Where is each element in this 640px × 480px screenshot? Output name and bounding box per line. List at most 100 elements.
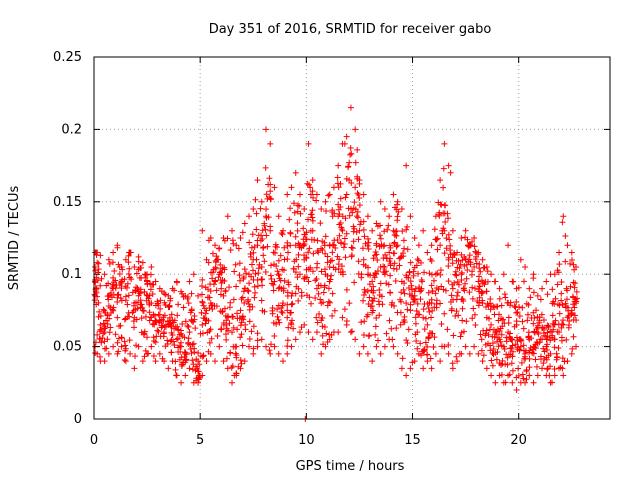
data-point (526, 364, 533, 371)
x-tick-label: 15 (404, 433, 421, 448)
data-point (381, 206, 388, 213)
data-point (520, 325, 527, 332)
data-point (415, 270, 422, 277)
data-point (307, 264, 314, 271)
data-point (184, 322, 191, 329)
data-point (184, 295, 191, 302)
data-point (218, 280, 225, 287)
data-point (360, 297, 367, 304)
data-point (279, 300, 286, 307)
data-point (477, 331, 484, 338)
data-point (458, 235, 465, 241)
data-point (234, 326, 241, 333)
data-point (301, 275, 308, 282)
data-point (459, 317, 466, 324)
data-point (246, 213, 253, 220)
data-point (488, 321, 495, 328)
data-point (373, 270, 380, 277)
data-point (242, 326, 249, 333)
data-point (190, 340, 197, 347)
data-point (394, 217, 401, 224)
data-point (233, 242, 240, 249)
data-point (152, 312, 159, 319)
data-point (298, 292, 305, 299)
data-point (167, 338, 174, 345)
data-point (429, 307, 436, 314)
data-point (424, 343, 431, 350)
data-point (399, 355, 406, 362)
data-point (352, 336, 359, 343)
data-point (266, 194, 273, 201)
axis-ticks (93, 56, 610, 420)
data-point (496, 360, 503, 367)
data-point (287, 242, 294, 249)
data-point (416, 311, 423, 318)
data-point (339, 227, 346, 234)
data-point (288, 301, 295, 308)
data-point (221, 264, 228, 271)
data-point (122, 358, 129, 365)
data-point (258, 232, 265, 239)
data-point (472, 321, 479, 328)
data-point (259, 282, 266, 289)
data-point (426, 330, 433, 337)
data-point (292, 290, 299, 297)
data-point (530, 379, 537, 386)
data-point (96, 328, 103, 335)
data-point (211, 302, 218, 309)
data-point (573, 288, 580, 295)
data-point (263, 213, 269, 220)
data-point (208, 335, 215, 342)
data-point (118, 334, 125, 341)
data-point (291, 209, 298, 216)
data-point (259, 235, 266, 242)
data-point (121, 338, 128, 345)
data-point (305, 249, 312, 256)
data-point (300, 242, 307, 249)
data-point (134, 285, 141, 292)
data-point (459, 305, 466, 312)
data-point (250, 345, 257, 352)
data-point (324, 259, 331, 266)
data-point (182, 318, 189, 325)
data-point (216, 245, 223, 252)
data-point (376, 301, 383, 308)
data-point (449, 227, 456, 234)
data-point (364, 242, 371, 249)
data-point (394, 242, 401, 249)
data-point (105, 350, 112, 357)
data-point (558, 290, 565, 297)
data-point (263, 343, 269, 350)
data-point (329, 249, 336, 256)
data-point (294, 202, 301, 209)
data-point (304, 180, 311, 187)
data-point (391, 239, 398, 246)
data-point (223, 325, 230, 332)
data-point (240, 316, 247, 323)
data-point (209, 306, 216, 313)
data-point (200, 352, 207, 359)
data-point (415, 285, 422, 292)
data-point (190, 271, 197, 278)
data-point (122, 283, 129, 290)
data-point (200, 302, 207, 309)
data-point (188, 317, 195, 324)
data-point (406, 269, 413, 276)
data-point (522, 263, 529, 270)
data-point (215, 274, 222, 281)
data-point (417, 288, 424, 295)
data-point (523, 376, 530, 383)
data-point (519, 371, 526, 378)
data-point (198, 309, 205, 316)
data-point (398, 298, 405, 305)
data-point (156, 350, 163, 357)
data-point (101, 358, 108, 365)
data-point (381, 228, 388, 235)
data-point (509, 353, 516, 360)
data-point (230, 240, 237, 247)
data-point (559, 355, 566, 362)
data-point (373, 220, 380, 227)
data-point (401, 313, 408, 320)
data-point (172, 358, 179, 365)
data-point (424, 321, 431, 328)
